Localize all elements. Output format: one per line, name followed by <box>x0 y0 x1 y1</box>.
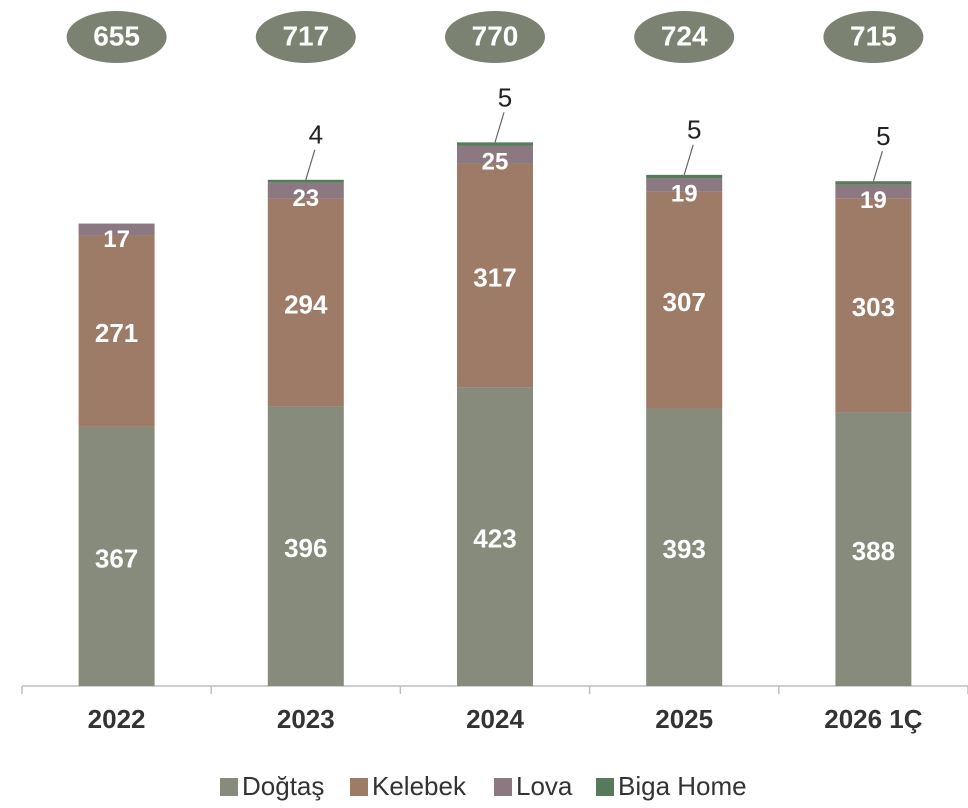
bar-segment <box>457 163 533 388</box>
leader-line <box>494 112 505 143</box>
value-label: 393 <box>663 534 706 564</box>
bar-segment <box>835 181 912 185</box>
bar-segment <box>646 191 723 409</box>
total-label: 770 <box>472 20 519 51</box>
bar-segment <box>267 406 344 686</box>
leader-line <box>872 151 883 182</box>
x-tick-label: 2023 <box>277 704 335 734</box>
legend-label: Doğtaş <box>242 771 324 801</box>
bar-segment <box>267 198 344 407</box>
legend-label: Biga Home <box>618 771 747 801</box>
bar-segment <box>835 198 912 413</box>
value-label: 388 <box>852 536 895 566</box>
value-label: 25 <box>482 148 509 175</box>
total-badge <box>445 11 545 63</box>
total-label: 717 <box>282 20 329 51</box>
x-tick-label: 2024 <box>466 704 524 734</box>
value-label: 396 <box>284 533 327 563</box>
legend-swatch <box>350 778 368 796</box>
value-label: 294 <box>284 290 328 320</box>
total-badge <box>66 11 167 63</box>
value-label: 423 <box>473 524 516 554</box>
bar-segment <box>267 179 344 183</box>
bar-segment <box>457 387 533 686</box>
legend-swatch <box>596 778 614 796</box>
value-label: 5 <box>498 82 512 112</box>
value-label: 317 <box>473 262 516 292</box>
x-tick-label: 2022 <box>88 704 146 734</box>
legend-swatch <box>220 778 238 796</box>
bar-segment <box>646 174 723 179</box>
total-label: 655 <box>93 20 140 51</box>
bar-segment <box>78 223 155 236</box>
value-label: 307 <box>663 287 706 317</box>
total-badge <box>823 11 924 63</box>
legend-label: Lova <box>516 771 573 801</box>
value-label: 17 <box>103 226 130 253</box>
value-label: 5 <box>687 115 701 145</box>
total-label: 715 <box>850 20 897 51</box>
bar-segment <box>267 182 344 199</box>
value-label: 19 <box>671 181 698 208</box>
value-label: 303 <box>852 292 895 322</box>
bar-segment <box>835 412 912 686</box>
bar-segment <box>457 142 533 146</box>
bar-segment <box>646 178 723 192</box>
total-label: 724 <box>661 20 708 51</box>
value-label: 19 <box>860 187 887 214</box>
legend-label: Kelebek <box>372 771 467 801</box>
total-badge <box>255 11 356 63</box>
bar-segment <box>457 145 533 164</box>
value-label: 4 <box>309 120 323 150</box>
total-badge <box>634 11 735 63</box>
value-label: 5 <box>876 121 890 151</box>
bar-segment <box>646 408 723 686</box>
value-label: 271 <box>95 318 138 348</box>
leader-line <box>305 149 316 180</box>
x-tick-label: 2025 <box>655 704 713 734</box>
leader-line <box>683 144 694 176</box>
legend-swatch <box>494 778 512 796</box>
bar-segment <box>78 235 155 427</box>
value-label: 23 <box>292 185 319 212</box>
bar-segment <box>835 184 912 199</box>
x-tick-label: 2026 1Ç <box>824 704 923 734</box>
bar-segment <box>78 426 155 686</box>
value-label: 367 <box>95 543 138 573</box>
